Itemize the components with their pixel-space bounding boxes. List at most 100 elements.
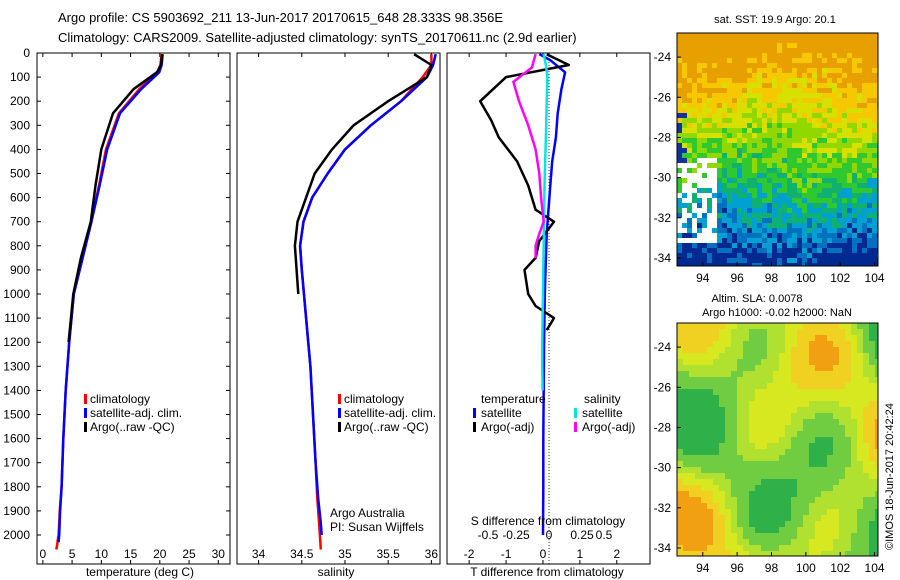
sst-cell xyxy=(687,143,693,149)
sst-cell xyxy=(822,48,828,54)
sla-cell xyxy=(815,527,822,534)
sla-cell xyxy=(743,455,750,462)
sst-cell xyxy=(757,63,763,69)
sst-cell xyxy=(842,118,848,124)
sst-cell xyxy=(737,143,743,149)
sst-cell xyxy=(792,78,798,84)
sla-cell xyxy=(701,371,708,378)
sla-cell xyxy=(725,485,732,492)
sst-cell xyxy=(677,163,683,169)
sst-cell xyxy=(692,183,698,189)
sst-cell xyxy=(717,203,723,209)
sst-cell xyxy=(792,88,798,94)
sla-cell xyxy=(725,437,732,444)
sst-cell xyxy=(727,48,733,54)
sst-cell xyxy=(687,248,693,254)
sst-cell xyxy=(692,253,698,259)
sst-cell xyxy=(757,123,763,129)
sst-cell xyxy=(777,138,783,144)
sst-cell xyxy=(702,63,708,69)
sla-cell xyxy=(827,443,834,450)
sst-cell xyxy=(827,228,833,234)
sst-cell xyxy=(872,163,878,169)
sst-cell xyxy=(677,203,683,209)
sst-cell xyxy=(757,138,763,144)
sst-cell xyxy=(822,218,828,224)
sla-cell xyxy=(857,401,864,408)
sla-cell xyxy=(731,509,738,516)
sla-cell xyxy=(857,539,864,546)
sst-cell xyxy=(727,153,733,159)
sla-cell xyxy=(875,401,878,408)
sla-cell xyxy=(719,527,726,534)
sla-cell xyxy=(845,461,852,468)
sla-cell xyxy=(767,371,774,378)
sst-cell xyxy=(852,73,858,79)
series-line-s-argo-adj- xyxy=(512,53,545,258)
sst-cell xyxy=(697,233,703,239)
sst-cell xyxy=(722,218,728,224)
sst-cell xyxy=(757,183,763,189)
sst-cell xyxy=(727,213,733,219)
sst-cell xyxy=(777,43,783,49)
sst-cell xyxy=(737,78,743,84)
sst-cell xyxy=(742,58,748,64)
sla-cell xyxy=(803,449,810,456)
sst-cell xyxy=(737,108,743,114)
sst-cell xyxy=(707,88,713,94)
sst-cell xyxy=(732,193,738,199)
sla-cell xyxy=(695,377,702,384)
sla-cell xyxy=(857,479,864,486)
sla-cell xyxy=(803,347,810,354)
sla-cell xyxy=(773,383,780,390)
sst-cell xyxy=(727,178,733,184)
sst-cell xyxy=(837,183,843,189)
sst-cell xyxy=(797,228,803,234)
sst-cell xyxy=(732,113,738,119)
sla-cell xyxy=(683,353,690,360)
sla-cell xyxy=(707,515,714,522)
sla-cell xyxy=(767,443,774,450)
sst-cell xyxy=(862,263,868,266)
sla-cell xyxy=(779,413,786,420)
sla-cell xyxy=(731,449,738,456)
sst-cell xyxy=(747,238,753,244)
sla-cell xyxy=(755,461,762,468)
sst-cell xyxy=(827,198,833,204)
sla-cell xyxy=(863,419,870,426)
sla-cell xyxy=(827,485,834,492)
sst-cell xyxy=(857,43,863,49)
sla-cell xyxy=(839,515,846,522)
sla-cell xyxy=(695,509,702,516)
sla-cell xyxy=(689,425,696,432)
sst-cell xyxy=(812,128,818,134)
sst-cell xyxy=(867,133,873,139)
sla-cell xyxy=(695,437,702,444)
sst-cell xyxy=(752,168,758,174)
sst-cell xyxy=(737,73,743,79)
sst-cell xyxy=(732,73,738,79)
sst-cell xyxy=(852,78,858,84)
sla-cell xyxy=(857,329,864,336)
sst-cell xyxy=(852,253,858,259)
sst-cell xyxy=(807,248,813,254)
sst-cell xyxy=(752,263,758,266)
sla-cell xyxy=(815,335,822,342)
sst-cell xyxy=(692,228,698,234)
legend-swatch-argo xyxy=(338,422,341,432)
sst-cell xyxy=(752,118,758,124)
sst-cell xyxy=(782,123,788,129)
sst-cell xyxy=(757,213,763,219)
sst-cell xyxy=(787,83,793,89)
sla-cell xyxy=(797,497,804,504)
sla-cell xyxy=(725,545,732,552)
sla-cell xyxy=(809,335,816,342)
sst-cell xyxy=(702,103,708,109)
sst-cell xyxy=(767,133,773,139)
sst-cell xyxy=(852,198,858,204)
sst-cell xyxy=(857,238,863,244)
sla-cell xyxy=(803,533,810,540)
sst-cell xyxy=(862,53,868,59)
sst-cell xyxy=(797,68,803,74)
sst-cell xyxy=(822,253,828,259)
